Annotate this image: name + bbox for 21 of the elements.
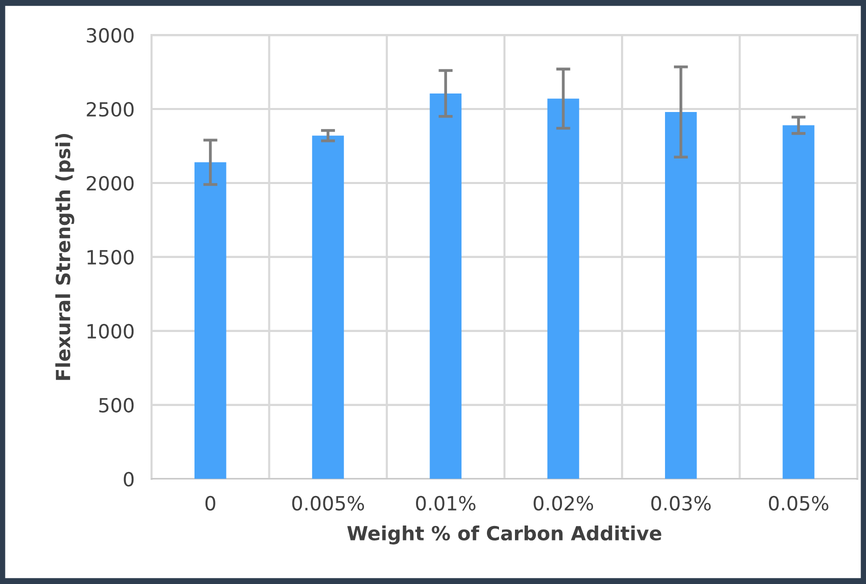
y-tick-label: 1000 xyxy=(88,324,134,339)
y-tick-label: 1500 xyxy=(88,250,134,265)
bar xyxy=(665,112,697,479)
y-tick-label: 0 xyxy=(124,472,134,487)
y-tick-label: 2500 xyxy=(86,102,134,117)
bar xyxy=(547,98,580,479)
x-tick-label: 0.01% xyxy=(416,496,476,511)
bar xyxy=(194,162,226,479)
x-tick-label: 0.05% xyxy=(768,496,828,511)
bar xyxy=(312,136,344,479)
y-tick-label: 2000 xyxy=(86,176,134,191)
y-axis-title: Flexural Strength (psi) xyxy=(55,134,74,380)
x-axis-title: Weight % of Carbon Additive xyxy=(347,525,662,544)
x-tick-label: 0 xyxy=(205,496,216,511)
x-tick-label: 0.02% xyxy=(534,496,594,511)
bar xyxy=(782,125,814,479)
x-tick-label: 0.03% xyxy=(651,496,711,511)
y-tick-label: 500 xyxy=(99,398,134,413)
bar xyxy=(430,93,462,479)
x-tick-label: 0.005% xyxy=(292,496,364,511)
y-tick-label: 3000 xyxy=(86,28,134,43)
